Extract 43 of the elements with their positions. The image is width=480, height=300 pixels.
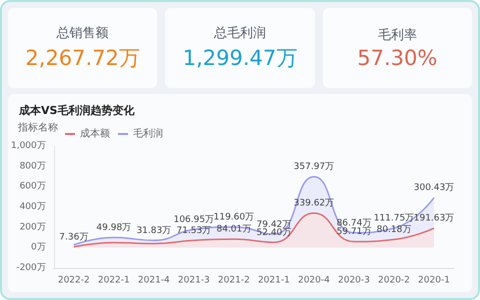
y-tick-label: 0万: [31, 242, 46, 253]
text: 57.30%: [357, 46, 438, 70]
chart-title: 成本VS毛利润趋势变化: [18, 104, 136, 117]
text: 毛利率: [378, 27, 417, 44]
data-label: 49.98万: [96, 223, 132, 233]
x-tick-label: 2022-2: [58, 276, 90, 286]
data-label: 86.74万: [336, 218, 372, 228]
x-tick-label: 2022-1: [98, 276, 130, 286]
legend-label: 成本额: [80, 128, 110, 140]
data-label: 191.63万: [414, 214, 454, 224]
text: 2,267.72万: [25, 45, 140, 72]
text: 总毛利润: [214, 25, 266, 42]
y-tick-label: 1,000万: [11, 141, 46, 151]
x-tick-label: 2021-4: [138, 276, 170, 286]
data-label: 106.95万: [174, 215, 214, 226]
y-tick-label: -200万: [16, 263, 46, 273]
legend-title: 指标名称: [17, 122, 58, 134]
x-tick-label: 2021-2: [218, 276, 250, 286]
x-tick-label: 2021-1: [258, 276, 290, 286]
x-tick-label: 2021-3: [178, 276, 210, 286]
x-tick-label: 2020-2: [378, 276, 410, 286]
data-label: 300.43万: [414, 183, 454, 194]
data-label: 31.83万: [136, 226, 172, 236]
y-tick-label: 400万: [20, 202, 46, 212]
x-tick-label: 2020-4: [298, 276, 330, 286]
data-label: 111.75万: [374, 214, 414, 224]
x-tick-label: 2020-3: [338, 276, 370, 286]
y-tick-label: 800万: [20, 161, 46, 172]
data-label: 71.53万: [176, 226, 212, 236]
y-tick-label: 600万: [20, 182, 46, 192]
data-label: 357.97万: [294, 162, 334, 172]
data-label: 59.71万: [336, 227, 372, 238]
legend-label: 毛利润: [133, 128, 163, 140]
text: 总销售额: [56, 25, 109, 42]
data-label: 80.18万: [376, 225, 412, 236]
data-label: 84.01万: [216, 224, 252, 235]
data-label: 119.60万: [214, 212, 254, 222]
data-label: 7.36万: [59, 232, 88, 242]
data-label: 339.62万: [294, 198, 334, 209]
y-tick-label: 200万: [20, 222, 46, 232]
text: 1,299.47万: [182, 45, 298, 72]
data-label: 52.40万: [256, 228, 292, 238]
x-tick-label: 2020-1: [418, 276, 450, 286]
